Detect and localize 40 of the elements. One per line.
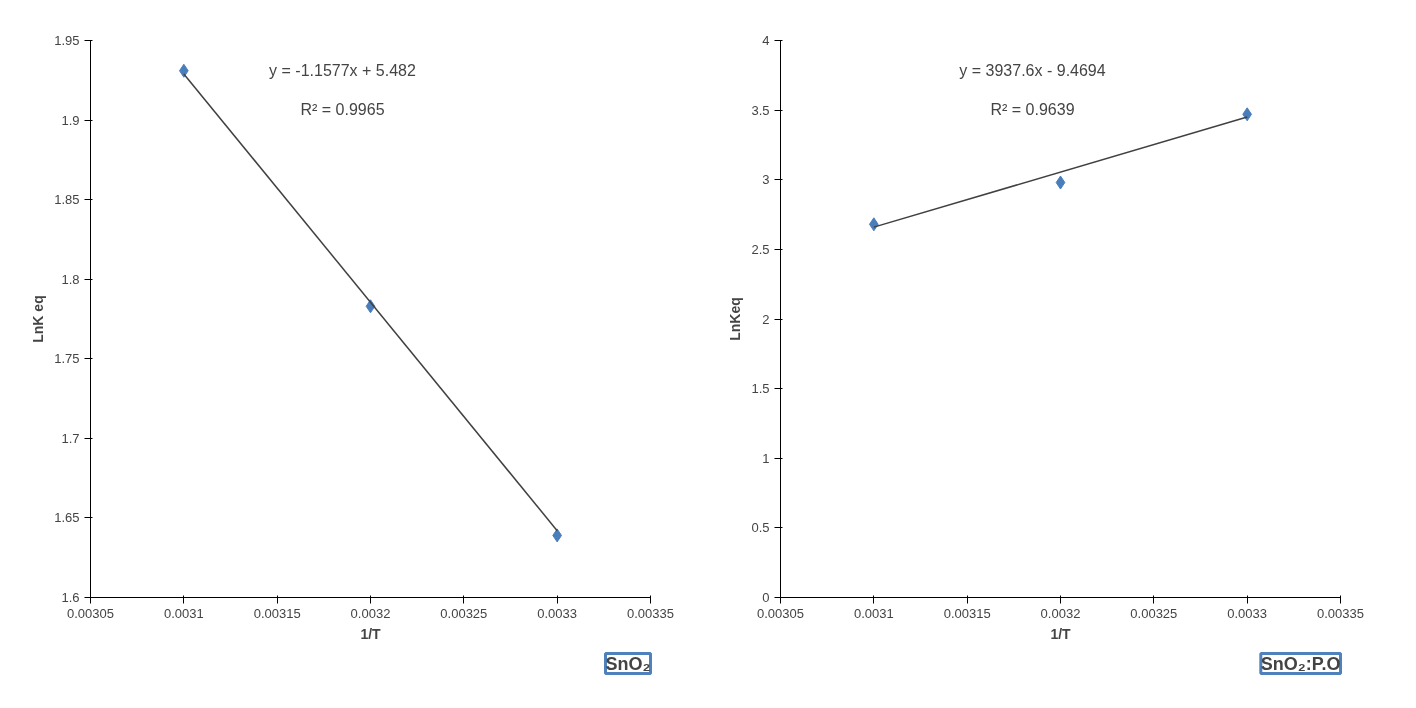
y-tick-label: 1.5 (751, 381, 770, 397)
x-tick-label: 0.0032 (350, 605, 391, 621)
x-axis-title: 1/T (1050, 625, 1072, 642)
x-tick-label: 0.00315 (253, 605, 301, 621)
y-tick-label: 1.75 (54, 351, 80, 367)
y-tick-label: 1.7 (61, 430, 80, 446)
y-tick-label: 2 (762, 311, 770, 327)
x-tick-label: 0.00305 (67, 605, 114, 621)
x-tick-label: 0.00315 (943, 605, 991, 621)
y-tick-label: 1.85 (54, 192, 80, 208)
y-tick-label: 1.9 (61, 112, 80, 128)
x-tick-label: 0.0031 (163, 605, 204, 621)
y-tick-label: 1.95 (54, 33, 80, 48)
y-tick-label: 0 (762, 590, 770, 605)
y-tick-label: 0.5 (751, 520, 770, 536)
y-tick-label: 3 (762, 172, 770, 188)
y-tick-label: 1.8 (61, 271, 80, 287)
annotation: R² = 0.9965 (300, 101, 385, 119)
y-tick-label: 3.5 (751, 102, 770, 118)
annotation: y = -1.1577x + 5.482 (269, 62, 416, 80)
y-tick-label: 1 (762, 450, 770, 466)
x-tick-label: 0.0031 (853, 605, 894, 621)
point (1055, 175, 1066, 190)
x-tick-label: 0.00335 (627, 605, 674, 621)
x-axis-title: 1/T (360, 625, 382, 642)
x-tick-label: 0.00335 (1317, 605, 1364, 621)
y-tick-label: 2.5 (751, 241, 770, 257)
y-tick-label: 1.65 (54, 510, 80, 526)
x-tick-label: 0.0033 (1227, 605, 1268, 621)
y-axis-title: LnK eq (30, 295, 47, 343)
x-tick-label: 0.0032 (1040, 605, 1081, 621)
x-tick-label: 0.00325 (1130, 605, 1178, 621)
x-tick-label: 0.00325 (440, 605, 488, 621)
annotation: R² = 0.9639 (990, 101, 1075, 119)
x-tick-label: 0.0033 (537, 605, 578, 621)
y-tick-label: 4 (762, 33, 770, 48)
y-axis-title: LnKeq (727, 297, 744, 341)
annotation: y = 3937.6x - 9.4694 (959, 62, 1106, 80)
x-tick-label: 0.00305 (757, 605, 804, 621)
y-tick-label: 1.6 (61, 590, 80, 605)
